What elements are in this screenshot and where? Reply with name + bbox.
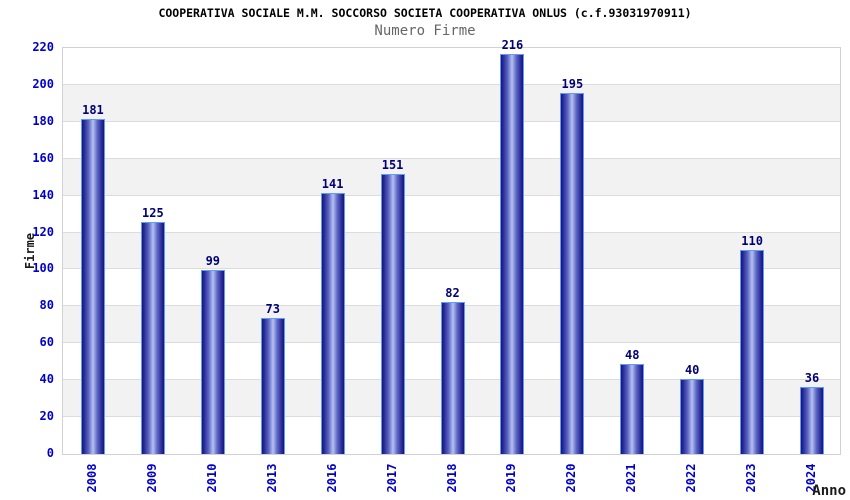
plot-band bbox=[63, 195, 840, 233]
y-tick-label: 120 bbox=[32, 224, 54, 239]
y-tick-label: 0 bbox=[46, 446, 54, 460]
bar-value-label: 141 bbox=[321, 176, 344, 191]
y-tick-label: 220 bbox=[32, 40, 54, 54]
plot-area: 181 125 99 73 141 151 82 216 195 48 40 110 36 bbox=[62, 38, 841, 455]
bar-value-label: 40 bbox=[684, 363, 700, 378]
bar-2009: 125 bbox=[140, 206, 165, 454]
x-tick-label-2016: 2016 bbox=[324, 463, 339, 493]
x-tick-label-2019: 2019 bbox=[504, 463, 519, 493]
x-tick-label-2013: 2013 bbox=[264, 463, 279, 493]
bar-value-label: 151 bbox=[381, 158, 404, 173]
chart-subtitle: Numero Firme bbox=[374, 23, 476, 39]
bar-value-label: 73 bbox=[265, 302, 280, 317]
bar-value-label: 110 bbox=[741, 234, 763, 248]
y-tick-label: 40 bbox=[39, 372, 54, 387]
bar-value-label: 36 bbox=[804, 370, 820, 385]
x-tick-label-2008: 2008 bbox=[84, 463, 99, 493]
plot-band bbox=[63, 269, 840, 307]
plot-band bbox=[63, 232, 840, 270]
gridline bbox=[63, 268, 840, 270]
bar-2013: 73 bbox=[260, 302, 285, 454]
bar-value-label: 48 bbox=[625, 348, 640, 363]
bar-value-label: 195 bbox=[561, 77, 584, 92]
y-tick-label: 200 bbox=[32, 76, 54, 91]
bar-2010: 99 bbox=[200, 254, 225, 454]
x-tick-label-2018: 2018 bbox=[444, 463, 459, 493]
plot-band bbox=[63, 84, 840, 122]
plot-band bbox=[63, 158, 840, 196]
x-tick-label-2010: 2010 bbox=[204, 463, 219, 493]
bar-value-label: 82 bbox=[445, 285, 460, 300]
bar-2020: 195 bbox=[560, 77, 585, 454]
y-tick-label: 160 bbox=[32, 150, 54, 165]
bar-2024: 36 bbox=[800, 371, 825, 454]
x-tick-label-2009: 2009 bbox=[144, 463, 159, 493]
y-tick-label: 140 bbox=[32, 187, 54, 202]
bar-2019: 216 bbox=[500, 38, 525, 454]
plot-band bbox=[63, 121, 840, 159]
bar-value-label: 125 bbox=[142, 206, 164, 221]
chart-title: COOPERATIVA SOCIALE M.M. SOCCORSO SOCIET… bbox=[158, 6, 692, 20]
bar-value-label: 99 bbox=[205, 254, 221, 269]
bar-value-label: 216 bbox=[501, 38, 524, 53]
y-tick-label: 100 bbox=[32, 261, 54, 276]
x-tick-label-2023: 2023 bbox=[744, 463, 759, 493]
bar-2022: 40 bbox=[680, 363, 705, 454]
gridline bbox=[63, 194, 840, 196]
x-tick-label-2021: 2021 bbox=[624, 463, 639, 493]
y-tick-label: 80 bbox=[39, 298, 54, 313]
gridline bbox=[63, 120, 840, 122]
y-tick-label: 60 bbox=[39, 335, 54, 350]
x-tick-label-2017: 2017 bbox=[384, 463, 399, 493]
bar-2018: 82 bbox=[440, 286, 465, 454]
gridline bbox=[63, 231, 840, 233]
bar-2008: 181 bbox=[80, 103, 105, 454]
x-tick-label-2022: 2022 bbox=[684, 463, 699, 493]
bar-2016: 141 bbox=[320, 177, 345, 454]
x-tick-label-2020: 2020 bbox=[564, 463, 579, 493]
bar-2017: 151 bbox=[380, 158, 405, 454]
y-tick-label: 180 bbox=[32, 113, 54, 128]
bar-value-label: 181 bbox=[82, 102, 104, 117]
y-tick-label: 20 bbox=[39, 409, 54, 424]
gridline bbox=[63, 83, 840, 85]
x-axis-title: Anno bbox=[812, 483, 846, 499]
gridline bbox=[63, 157, 840, 159]
plot-band bbox=[63, 48, 840, 85]
bar-2021: 48 bbox=[620, 348, 645, 454]
bar-2023: 110 bbox=[740, 234, 765, 454]
